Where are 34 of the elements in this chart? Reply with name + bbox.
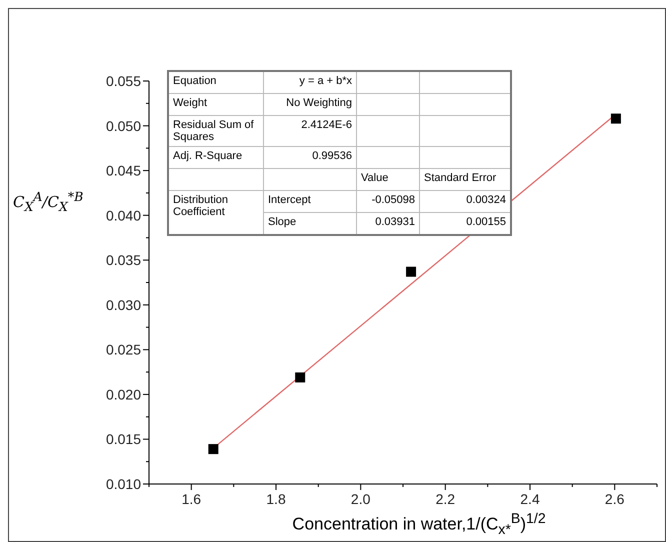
x-tick-label: 2.6 [604, 491, 625, 507]
annotation: Slope [264, 212, 356, 235]
x-tick-label: 1.8 [266, 491, 286, 507]
annotation: No Weighting [264, 94, 356, 116]
annotation: 0.99536 [264, 146, 356, 168]
y-tick-label: 0.055 [106, 73, 142, 89]
annotation: Standard Error [420, 168, 511, 190]
y-tick-label: 0.015 [106, 431, 142, 448]
annotation: Intercept [264, 190, 356, 212]
annotation: Distribution Coefficient [168, 190, 264, 235]
annotation: 0.03931 [356, 212, 420, 235]
x-tick-label: 1.6 [182, 491, 202, 507]
annotation: Value [356, 168, 420, 190]
annotation: Residual Sum of Squares [168, 116, 264, 146]
y-tick-label: 0.030 [106, 296, 142, 313]
annotation: Weight [168, 94, 264, 116]
y-tick-label: 0.040 [106, 207, 142, 224]
y-tick-label: 0.035 [106, 252, 142, 268]
y-tick-label: 0.025 [106, 342, 142, 358]
annotation: 2.4124E-6 [264, 116, 356, 146]
annotation: 0.00155 [420, 212, 511, 235]
annotation: Equation [168, 71, 264, 94]
x-axis-title: Concentration in water,1/(C$_{x*}$$^{B}$)$^{1/2}$ [291, 511, 547, 538]
annotation: -0.05098 [356, 190, 420, 212]
y-tick-label: 0.020 [106, 386, 142, 402]
x-tick-label: 2.4 [520, 491, 540, 507]
annotation: 0.00324 [420, 190, 511, 212]
annotation: y = a + b*x [264, 71, 356, 94]
annotation: Adj. R-Square [168, 146, 264, 168]
y-tick-label: 0.050 [106, 118, 142, 134]
x-tick-label: 2.2 [436, 491, 456, 507]
y-tick-label: 0.010 [106, 476, 142, 492]
x-tick-label: 2.0 [350, 491, 371, 507]
y-tick-label: 0.045 [106, 162, 142, 179]
